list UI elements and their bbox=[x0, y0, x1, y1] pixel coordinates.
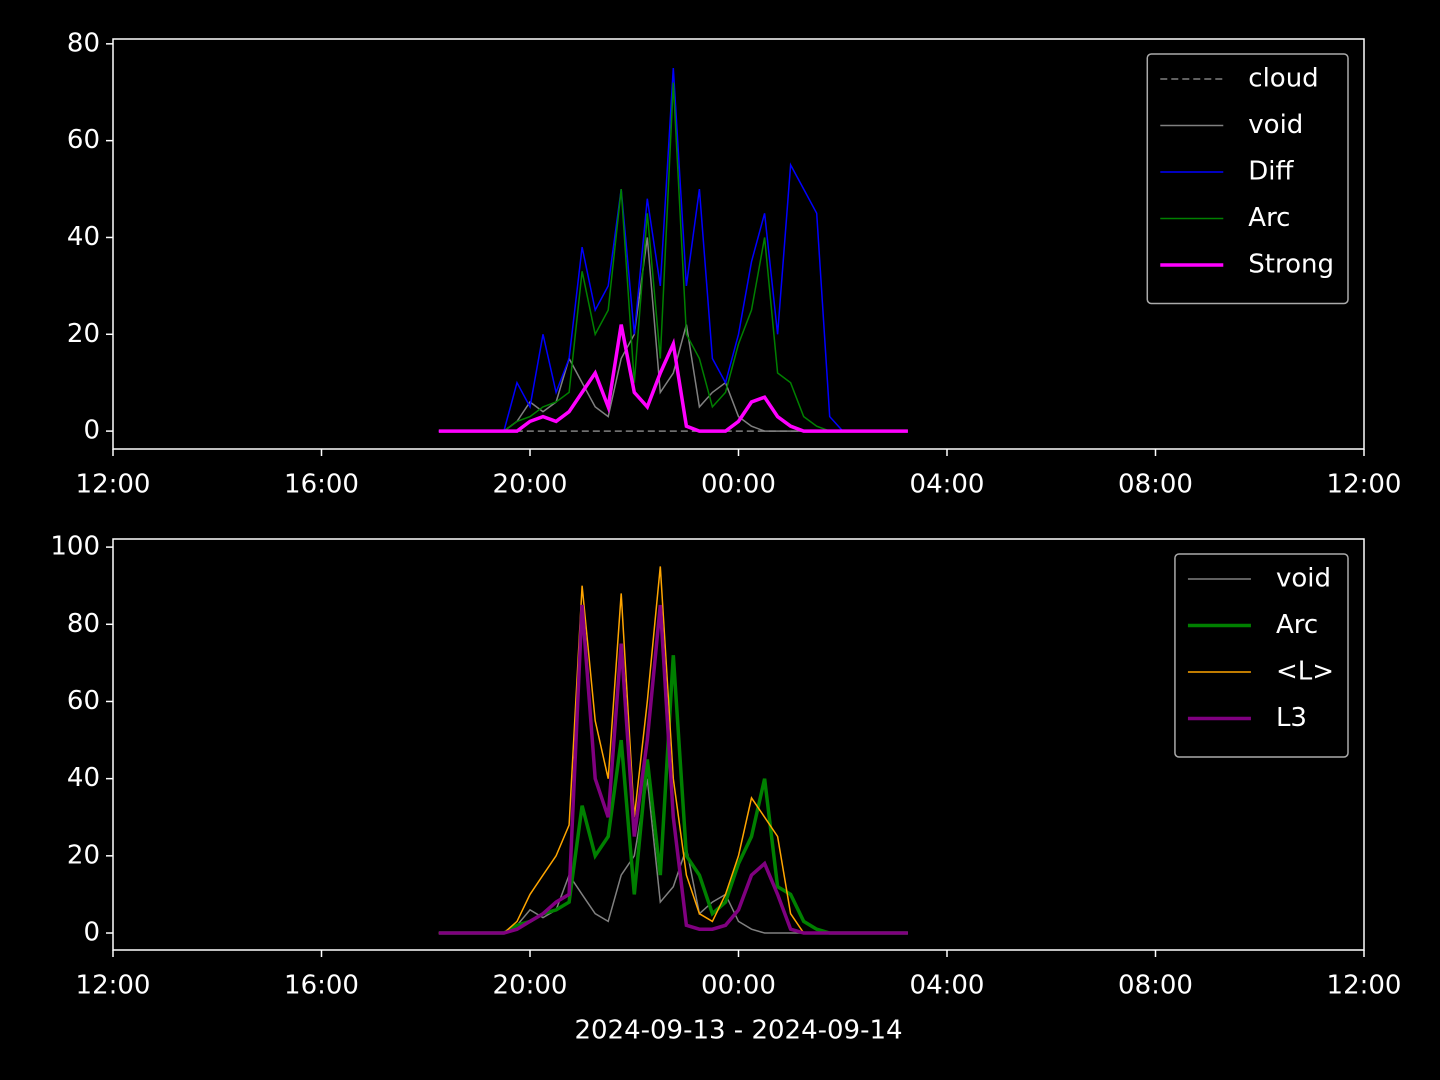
legend-label: void bbox=[1276, 564, 1331, 594]
line-series bbox=[438, 67, 908, 432]
legend-label: Arc bbox=[1276, 610, 1318, 640]
legend-frame bbox=[1174, 553, 1349, 758]
x-tick-label: 12:00 bbox=[1327, 971, 1402, 1001]
y-tick-label: 20 bbox=[67, 319, 100, 349]
x-axis-label: 2024-09-13 - 2024-09-14 bbox=[574, 1016, 902, 1046]
y-tick-label: 60 bbox=[67, 686, 100, 716]
y-tick-label: 100 bbox=[50, 532, 100, 562]
y-tick-label: 40 bbox=[67, 222, 100, 252]
x-tick-label: 20:00 bbox=[493, 971, 568, 1001]
y-tick-label: 60 bbox=[67, 125, 100, 155]
line-series bbox=[438, 324, 908, 433]
y-tick-label: 0 bbox=[83, 416, 100, 446]
y-tick-label: 0 bbox=[83, 918, 100, 948]
legend-frame bbox=[1146, 53, 1349, 305]
legend-label: cloud bbox=[1248, 64, 1318, 94]
x-tick-label: 08:00 bbox=[1118, 971, 1193, 1001]
x-tick-label: 00:00 bbox=[701, 470, 776, 500]
line-series bbox=[438, 604, 908, 935]
legend: void Arc <L> L3 bbox=[1174, 553, 1349, 758]
axes-frame bbox=[112, 38, 1365, 450]
legend: cloud void Diff Arc Strong bbox=[1146, 53, 1349, 305]
legend-label: L3 bbox=[1276, 703, 1307, 733]
x-tick-label: 12:00 bbox=[76, 470, 151, 500]
y-tick-label: 80 bbox=[67, 609, 100, 639]
x-tick-label: 16:00 bbox=[284, 470, 359, 500]
legend-label: Arc bbox=[1248, 203, 1290, 233]
legend-label: <L> bbox=[1276, 657, 1334, 687]
x-tick-label: 04:00 bbox=[910, 470, 985, 500]
axes-frame bbox=[112, 538, 1365, 951]
y-tick-label: 80 bbox=[67, 28, 100, 58]
x-tick-label: 16:00 bbox=[284, 971, 359, 1001]
x-tick-label: 00:00 bbox=[701, 971, 776, 1001]
x-tick-label: 08:00 bbox=[1118, 470, 1193, 500]
x-tick-label: 12:00 bbox=[76, 971, 151, 1001]
legend-label: void bbox=[1248, 110, 1303, 140]
legend-label: Strong bbox=[1248, 250, 1334, 280]
y-tick-label: 20 bbox=[67, 840, 100, 870]
x-tick-label: 04:00 bbox=[910, 971, 985, 1001]
x-tick-label: 20:00 bbox=[493, 470, 568, 500]
legend-label: Diff bbox=[1248, 157, 1294, 187]
y-tick-label: 40 bbox=[67, 763, 100, 793]
x-tick-label: 12:00 bbox=[1327, 470, 1402, 500]
